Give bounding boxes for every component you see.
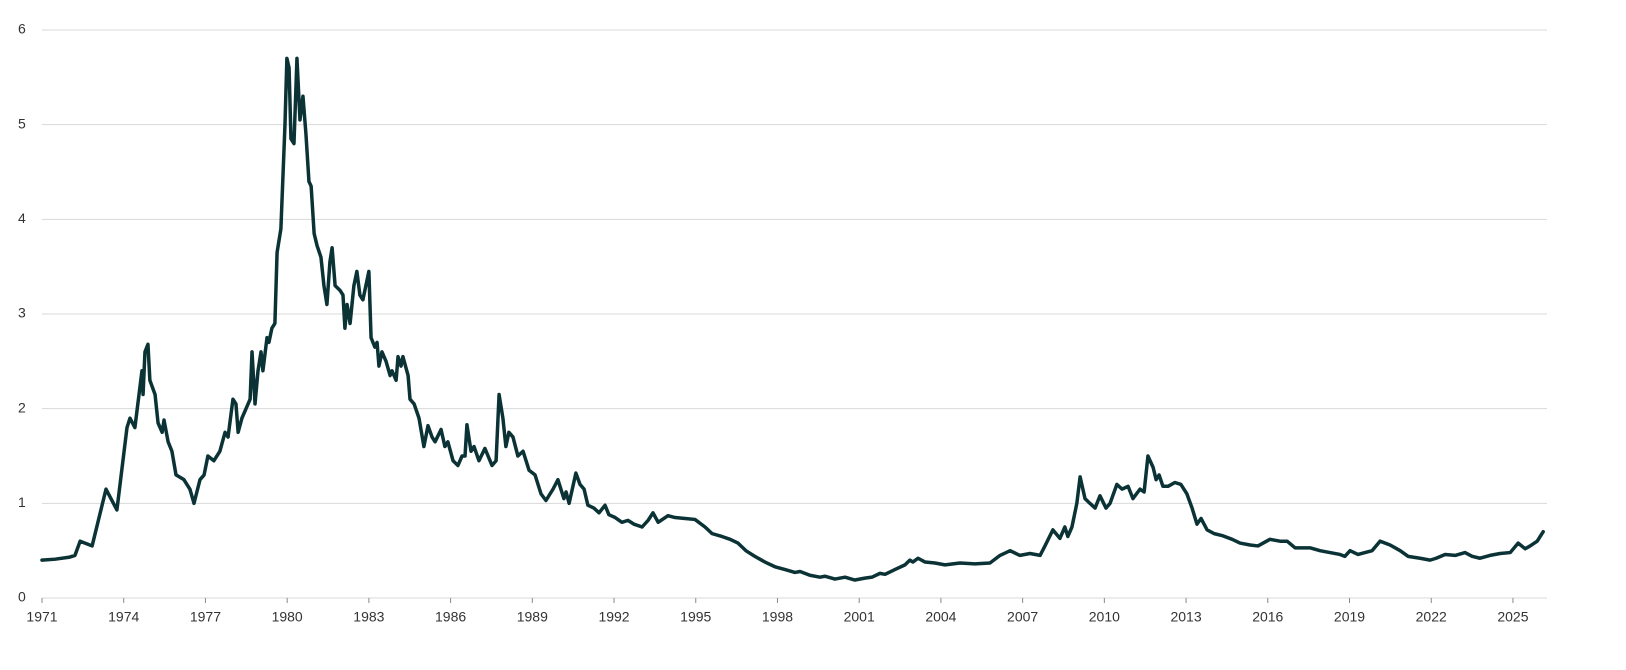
x-tick-label: 2025: [1497, 609, 1528, 625]
x-tick-label: 1986: [435, 609, 466, 625]
x-tick-label: 2022: [1416, 609, 1447, 625]
x-tick-label: 2016: [1252, 609, 1283, 625]
x-tick-label: 1974: [108, 609, 139, 625]
x-tick-label: 1971: [26, 609, 57, 625]
y-tick-label: 4: [18, 210, 26, 226]
y-tick-label: 5: [18, 115, 26, 131]
x-tick-label: 2019: [1334, 609, 1365, 625]
x-tick-label: 2001: [844, 609, 875, 625]
x-tick-label: 1992: [598, 609, 629, 625]
x-tick-label: 1995: [680, 609, 711, 625]
x-tick-label: 2007: [1007, 609, 1038, 625]
x-tick-label: 2013: [1170, 609, 1201, 625]
y-tick-label: 6: [18, 21, 26, 37]
x-tick-label: 2004: [925, 609, 956, 625]
x-tick-label: 1977: [190, 609, 221, 625]
x-tick-label: 1998: [762, 609, 793, 625]
y-tick-label: 1: [18, 494, 26, 510]
data-line: [40, 56, 1545, 582]
y-tick-label: 2: [18, 399, 26, 415]
x-tick-label: 1983: [353, 609, 384, 625]
x-tick-label: 1989: [517, 609, 548, 625]
x-tick-label: 1980: [272, 609, 303, 625]
y-tick-label: 3: [18, 305, 26, 321]
x-tick-label: 2010: [1089, 609, 1120, 625]
y-tick-label: 0: [18, 589, 26, 605]
